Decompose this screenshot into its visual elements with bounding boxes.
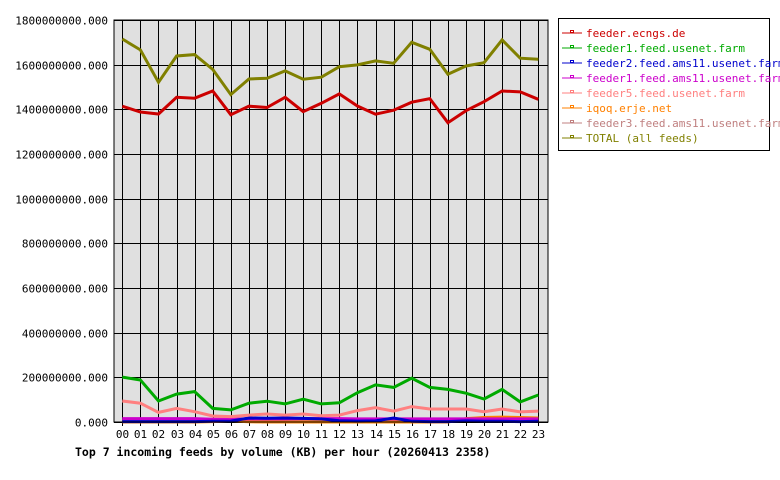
x-tick-label: 01 [134,428,147,441]
legend-label: feeder.ecngs.de [586,27,685,40]
y-axis: 0.000 200000000.000 400000000.000 600000000… [15,15,108,430]
legend-label: feeder3.feed.ams11.usenet.farm [586,117,780,130]
x-tick-label: 15 [388,428,401,441]
x-tick-label: 22 [514,428,527,441]
plot-border [113,19,549,423]
x-tick-label: 23 [532,428,545,441]
legend-marker [570,120,574,123]
x-tick-label: 03 [171,428,184,441]
x-tick-label: 08 [261,428,274,441]
x-tick-label: 21 [496,428,509,441]
legend-label: iqoq.erje.net [586,102,672,115]
y-tick-label: 600000000.000 [22,283,108,296]
legend-marker [570,135,574,138]
x-tick-label: 12 [333,428,346,441]
x-tick-label: 05 [207,428,220,441]
x-tick-label: 17 [424,428,437,441]
series-line-7 [121,37,539,97]
legend-marker [570,105,574,108]
grid [114,20,548,426]
x-tick-label: 09 [279,428,292,441]
y-tick-label: 0.000 [75,417,108,430]
series-lines [121,37,539,424]
legend-label: feeder2.feed.ams11.usenet.farm [586,57,780,70]
legend-marker [570,60,574,63]
x-tick-label: 04 [189,428,203,441]
y-tick-label: 1800000000.000 [15,15,108,28]
legend-item: TOTAL (all feeds) [562,132,699,145]
legend-label: feeder5.feed.usenet.farm [586,87,745,100]
x-tick-label: 07 [243,428,256,441]
legend-item: iqoq.erje.net [562,102,672,115]
legend-marker [570,90,574,93]
x-tick-label: 13 [351,428,364,441]
y-tick-label: 1600000000.000 [15,60,108,73]
legend: feeder.ecngs.de feeder1.feed.usenet.farm f… [562,27,780,145]
x-tick-label: 14 [370,428,384,441]
x-tick-label: 11 [315,428,328,441]
y-tick-label: 800000000.000 [22,238,108,251]
x-tick-label: 02 [152,428,165,441]
x-tick-label: 06 [225,428,238,441]
series-line-4 [122,399,539,419]
legend-item: feeder.ecngs.de [562,27,685,40]
legend-label: feeder1.feed.ams11.usenet.farm [586,72,780,85]
legend-item: feeder2.feed.ams11.usenet.farm [562,57,780,70]
y-tick-label: 1200000000.000 [15,149,108,162]
y-tick-label: 200000000.000 [22,372,108,385]
legend-item: feeder3.feed.ams11.usenet.farm [562,117,780,130]
x-tick-label: 18 [442,428,455,441]
x-tick-label: 19 [460,428,473,441]
y-tick-label: 400000000.000 [22,328,108,341]
y-tick-label: 1400000000.000 [15,104,108,117]
legend-item: feeder5.feed.usenet.farm [562,87,745,100]
x-tick-label: 20 [478,428,491,441]
x-tick-label: 16 [406,428,419,441]
legend-marker [570,75,574,78]
legend-box [558,18,770,151]
legend-marker [570,30,574,33]
legend-marker [570,45,574,48]
x-axis: 00 01 02 03 04 05 06 07 08 09 10 11 12 13 14 15 16 17 18 19… [116,428,545,441]
chart-title: Top 7 incoming feeds by volume (KB) per … [75,445,490,459]
legend-item: feeder1.feed.ams11.usenet.farm [562,72,780,85]
y-tick-label: 1000000000.000 [15,194,108,207]
x-tick-label: 10 [297,428,310,441]
legend-item: feeder1.feed.usenet.farm [562,42,745,55]
series-line-1 [122,375,539,412]
series-line-0 [121,89,539,125]
plot-area [114,20,548,422]
legend-label: TOTAL (all feeds) [586,132,699,145]
legend-label: feeder1.feed.usenet.farm [586,42,745,55]
x-tick-label: 00 [116,428,129,441]
